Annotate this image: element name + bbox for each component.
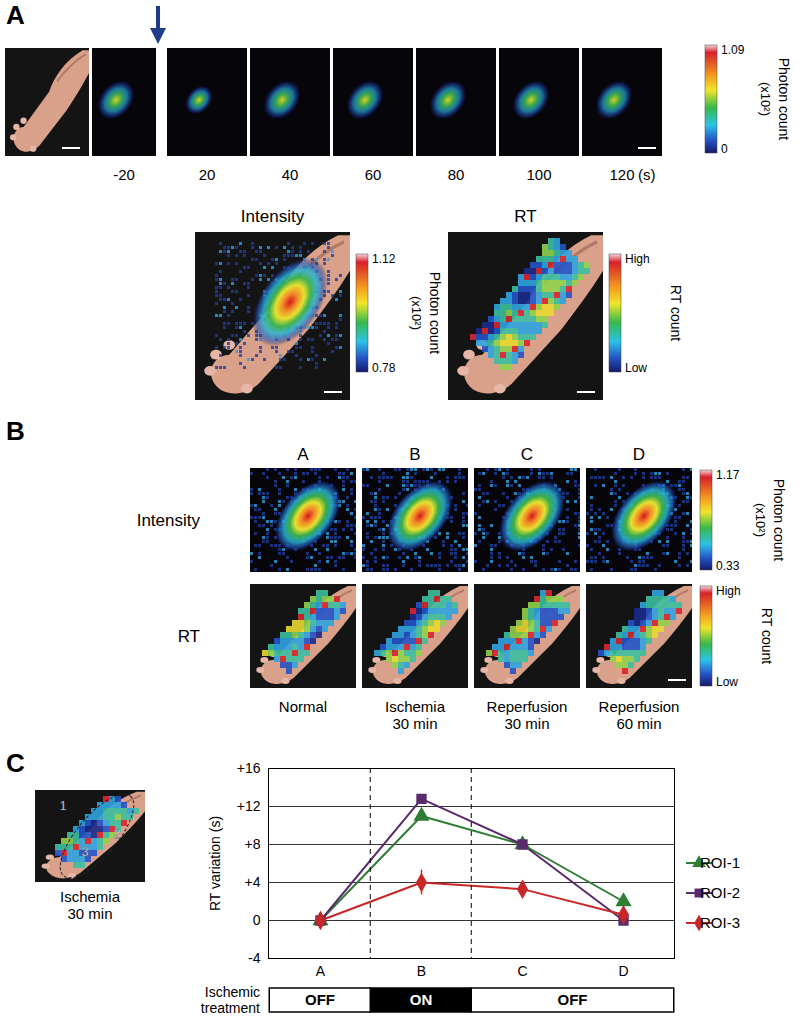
svg-text:0: 0 xyxy=(253,912,261,928)
svg-text:RT: RT xyxy=(514,207,536,226)
svg-text:120: 120 xyxy=(609,166,634,183)
svg-text:1.09: 1.09 xyxy=(721,43,745,57)
svg-text:80: 80 xyxy=(448,166,465,183)
svg-text:RT variation (s): RT variation (s) xyxy=(207,816,223,911)
svg-text:Intensity: Intensity xyxy=(241,207,305,226)
svg-text:Photon count: Photon count xyxy=(771,479,787,562)
svg-text:Photon count: Photon count xyxy=(427,272,443,355)
svg-text:D: D xyxy=(633,445,645,464)
svg-text:B: B xyxy=(409,445,420,464)
svg-text:Ischemic: Ischemic xyxy=(205,984,260,1000)
svg-text:A: A xyxy=(6,0,25,30)
svg-text:treatment: treatment xyxy=(201,1000,260,1016)
svg-text:(x10²): (x10²) xyxy=(758,82,773,116)
svg-text:Photon count: Photon count xyxy=(776,58,792,141)
svg-text:ROI-3: ROI-3 xyxy=(700,914,740,931)
svg-text:30 min: 30 min xyxy=(67,905,112,922)
svg-text:OFF: OFF xyxy=(558,991,588,1008)
svg-text:20: 20 xyxy=(199,166,216,183)
svg-text:RT count: RT count xyxy=(759,608,775,664)
svg-text:60: 60 xyxy=(365,166,382,183)
svg-text:0.33: 0.33 xyxy=(716,559,740,573)
svg-text:ROI-2: ROI-2 xyxy=(700,884,740,901)
svg-text:A: A xyxy=(316,963,326,979)
svg-text:D: D xyxy=(618,963,628,979)
svg-text:(s): (s) xyxy=(638,166,656,183)
svg-text:ROI-1: ROI-1 xyxy=(700,854,740,871)
svg-text:B: B xyxy=(417,963,426,979)
svg-text:3: 3 xyxy=(82,845,89,859)
svg-text:40: 40 xyxy=(282,166,299,183)
svg-text:RT count: RT count xyxy=(668,285,684,341)
svg-text:Low: Low xyxy=(625,361,647,375)
svg-text:(x10²): (x10²) xyxy=(753,503,768,537)
svg-text:(x10²): (x10²) xyxy=(409,296,424,330)
svg-text:C: C xyxy=(6,748,25,778)
svg-text:Low: Low xyxy=(716,675,738,689)
svg-text:C: C xyxy=(521,445,533,464)
svg-text:60 min: 60 min xyxy=(616,715,661,732)
svg-text:Reperfusion: Reperfusion xyxy=(599,698,680,715)
svg-text:100: 100 xyxy=(526,166,551,183)
svg-text:1.17: 1.17 xyxy=(716,468,740,482)
svg-text:High: High xyxy=(716,584,741,598)
svg-text:Ischemia: Ischemia xyxy=(60,888,121,905)
svg-text:30 min: 30 min xyxy=(504,715,549,732)
svg-text:OFF: OFF xyxy=(305,991,335,1008)
svg-text:0.78: 0.78 xyxy=(372,361,396,375)
svg-text:1: 1 xyxy=(60,799,67,813)
svg-text:-20: -20 xyxy=(113,166,135,183)
svg-text:High: High xyxy=(625,252,650,266)
svg-text:-4: -4 xyxy=(248,950,261,966)
svg-text:1.12: 1.12 xyxy=(372,252,396,266)
svg-text:2: 2 xyxy=(114,827,121,841)
svg-text:RT: RT xyxy=(178,627,200,646)
svg-text:Reperfusion: Reperfusion xyxy=(487,698,568,715)
svg-text:+16: +16 xyxy=(237,760,261,776)
svg-text:30 min: 30 min xyxy=(392,715,437,732)
svg-text:ON: ON xyxy=(410,991,433,1008)
svg-text:C: C xyxy=(517,963,527,979)
svg-text:+4: +4 xyxy=(245,874,261,890)
svg-text:A: A xyxy=(297,445,309,464)
svg-text:Intensity: Intensity xyxy=(137,511,201,530)
svg-text:Normal: Normal xyxy=(279,698,327,715)
svg-text:+8: +8 xyxy=(245,836,261,852)
svg-text:+12: +12 xyxy=(237,798,261,814)
svg-text:Ischemia: Ischemia xyxy=(385,698,446,715)
svg-text:B: B xyxy=(6,416,25,446)
svg-text:0: 0 xyxy=(721,142,728,156)
